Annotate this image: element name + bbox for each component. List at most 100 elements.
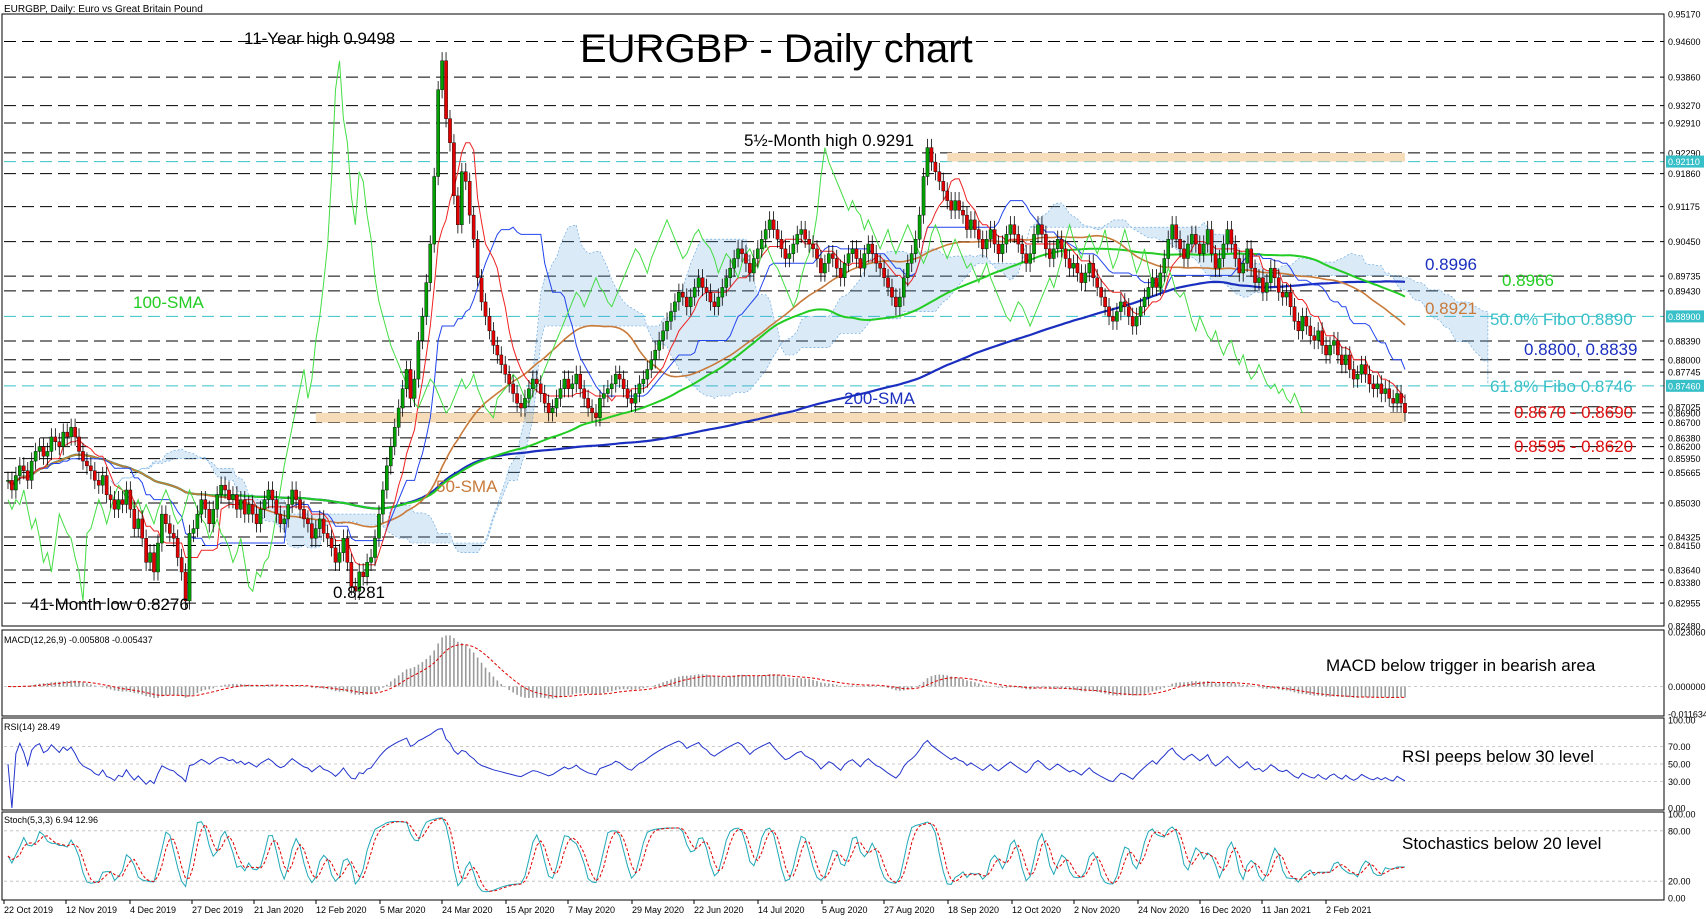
candle-body [894, 296, 898, 307]
candle-body [1119, 301, 1123, 312]
candle-body [258, 509, 263, 524]
candle-body [349, 562, 354, 587]
x-tick-label: 4 Dec 2019 [130, 905, 176, 915]
x-tick-label: 18 Sep 2020 [948, 905, 999, 915]
candle-body [511, 383, 515, 394]
candle-body [132, 509, 137, 529]
candle-body [112, 499, 117, 510]
candle-body [73, 427, 77, 438]
x-tick-label: 11 Jan 2021 [1262, 905, 1311, 915]
candle-body [1036, 224, 1040, 235]
candle-body [128, 489, 133, 510]
candle-body [1344, 354, 1348, 365]
candle-body [6, 480, 10, 482]
candle-body [550, 407, 555, 414]
candle-body [507, 374, 511, 385]
candle-body [1284, 292, 1289, 298]
candle-body [242, 499, 247, 515]
candle-body [1308, 325, 1313, 336]
candle-body [574, 374, 579, 385]
candle-body [1241, 263, 1246, 274]
candle-body [156, 542, 160, 573]
annotation-zone-0-8670-0-8690: 0.8670 - 0.8690 [1514, 403, 1633, 422]
candle-body [613, 374, 618, 385]
candle-body [665, 321, 669, 332]
candle-body [282, 518, 287, 524]
candle-body [302, 509, 306, 520]
candle-body [775, 229, 780, 240]
candle-body [681, 292, 685, 298]
candle-body [1269, 267, 1273, 283]
candle-body [823, 263, 827, 274]
candle-body [673, 301, 677, 312]
candle-body [1103, 296, 1107, 307]
candle-body [1194, 234, 1198, 245]
candle-body [1051, 248, 1056, 259]
candle-body [408, 369, 413, 399]
y-tick-label: 0.92910 [1668, 118, 1701, 128]
candle-body [1355, 374, 1360, 380]
candle-body [874, 253, 878, 264]
candle-body [306, 518, 310, 524]
candle-body [89, 465, 93, 471]
candle-body [231, 494, 235, 500]
candle-body [136, 518, 141, 529]
annotation-fibo-50: 50.0% Fibo 0.8890 [1490, 310, 1633, 329]
candle-body [661, 330, 665, 341]
candle-body [227, 489, 231, 500]
candle-body [179, 557, 184, 573]
rsi-header: RSI(14) 28.49 [4, 722, 60, 732]
candle-body [1111, 316, 1115, 322]
candle-body [1237, 258, 1242, 274]
candle-body [570, 383, 575, 389]
candle-body [18, 465, 22, 476]
candle-body [535, 378, 539, 385]
candle-body [93, 470, 97, 481]
kijun-sen-line [7, 200, 1406, 546]
stoch-scale-label: 80.00 [1668, 826, 1691, 836]
candle-body [377, 513, 381, 539]
candle-body [1257, 277, 1261, 283]
y-tick-label: 0.89430 [1668, 286, 1701, 296]
candle-body [1055, 239, 1060, 250]
x-tick-label: 16 Dec 2020 [1200, 905, 1251, 915]
candle-body [1087, 263, 1092, 274]
candle-body [807, 239, 811, 245]
ichimoku-cloud [110, 202, 1489, 553]
candle-body [523, 398, 527, 409]
candle-body [219, 484, 223, 496]
candle-body [783, 248, 788, 259]
x-tick-label: 29 May 2020 [632, 905, 684, 915]
macd-signal-line [7, 644, 1405, 699]
macd-scale-label: 0.000000 [1668, 682, 1706, 692]
candle-body [929, 147, 934, 163]
candle-body [657, 340, 661, 351]
candle-body [1197, 243, 1202, 254]
candle-body [1387, 388, 1392, 399]
stoch-scale-label: 0.00 [1668, 894, 1686, 904]
candle-body [487, 316, 492, 332]
candle-body [452, 142, 456, 197]
candle-body [104, 475, 109, 496]
y-tick-label: 0.91175 [1668, 202, 1700, 212]
candle-body [531, 378, 535, 389]
candle-body [996, 243, 1001, 254]
candle-body [653, 349, 657, 360]
y-tick-label: 0.90450 [1668, 237, 1701, 247]
rsi-scale-label: 100.00 [1668, 716, 1696, 726]
candle-body [1174, 224, 1178, 240]
candle-body [1217, 258, 1222, 269]
annotation-0-8800-0-8839: 0.8800, 0.8839 [1524, 340, 1637, 359]
annotation-50-sma: 50-SMA [436, 477, 498, 496]
candle-body [1162, 258, 1167, 274]
candle-body [740, 248, 744, 254]
candle-body [870, 243, 875, 254]
candle-body [1399, 393, 1403, 404]
candle-body [239, 499, 243, 510]
candle-body [37, 446, 42, 452]
candle-body [152, 552, 156, 573]
candle-body [483, 301, 488, 317]
candle-body [337, 552, 342, 563]
candle-body [546, 402, 551, 414]
x-tick-label: 21 Jan 2020 [254, 905, 304, 915]
